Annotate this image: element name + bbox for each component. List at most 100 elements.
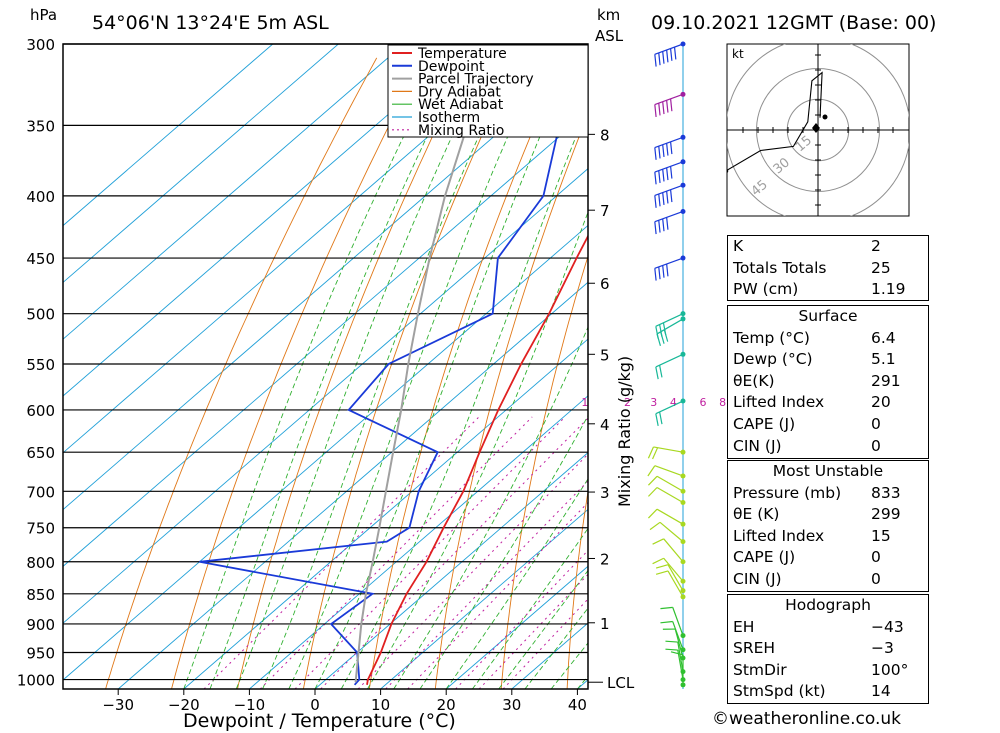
info-row: CAPE (J) 0 — [728, 414, 928, 436]
info-row: Lifted Index 15 — [728, 526, 928, 548]
x-tick-label: 20 — [437, 696, 456, 714]
wind-barb-shaft — [653, 446, 684, 453]
wind-barb-shaft — [677, 641, 684, 672]
info-row: StmDir 100° — [728, 660, 928, 682]
km-tick-label: 6 — [600, 275, 610, 293]
wind-barb-flag — [654, 171, 657, 185]
info-row-pw: PW (cm) 1.19 — [728, 279, 928, 301]
legend-label: Mixing Ratio — [418, 123, 504, 139]
mixing-ratio-label: 8 — [719, 396, 726, 409]
isotherm-line — [63, 54, 588, 511]
isotherm-line — [63, 44, 405, 340]
mixing-ratio-label: 6 — [699, 396, 706, 409]
wind-barb-flag — [655, 366, 659, 380]
wet-adiabat-line — [524, 607, 588, 689]
wet-adiabat-line — [262, 49, 520, 689]
mixing-ratio-line — [203, 416, 480, 689]
legend-label: Isotherm — [418, 110, 480, 126]
hodograph-info-title: Hodograph — [785, 596, 871, 614]
dry-adiabat-line — [943, 58, 986, 689]
legend-label: Wet Adiabat — [418, 97, 504, 113]
wet-adiabat-line — [419, 414, 588, 689]
wind-barb-flag — [654, 147, 657, 160]
wind-barb-flag — [669, 189, 673, 203]
info-label: Pressure (mb) — [733, 483, 842, 502]
wind-barb-shaft — [654, 136, 684, 149]
info-label: Lifted Index — [733, 526, 825, 545]
series-dewpoint — [199, 95, 588, 686]
isotherm-line — [314, 452, 588, 689]
mixing-ratio-line — [259, 416, 533, 689]
legend-label: Dewpoint — [418, 59, 485, 75]
wind-barb-flag — [662, 144, 665, 158]
legend-label: Dry Adiabat — [418, 84, 501, 100]
info-value: 0 — [871, 569, 881, 588]
wind-barb-shaft — [654, 465, 684, 477]
km-tick-label: 3 — [600, 484, 610, 502]
pressure-label: 350 — [26, 117, 55, 135]
wet-adiabat-line — [472, 527, 588, 689]
info-label: PW (cm) — [733, 280, 799, 299]
pressure-label: 700 — [26, 483, 55, 501]
info-value: 100° — [871, 660, 909, 679]
wind-barb-flag — [658, 52, 661, 66]
wet-adiabat-line — [498, 569, 588, 689]
wind-barb-shaft — [655, 313, 684, 327]
wind-barb-shaft — [654, 184, 684, 197]
wind-barb-shaft — [667, 570, 684, 598]
surface-title: Surface — [798, 307, 858, 325]
datetime-title: 09.10.2021 12GMT (Base: 00) — [651, 12, 936, 34]
mixing-ratio-label: 2 — [624, 396, 631, 409]
km-axis: 1 2 3 4 5 6 7 8 LCL — [588, 126, 635, 692]
info-label: SREH — [733, 639, 776, 658]
pressure-label: 450 — [26, 250, 55, 268]
info-value: 15 — [871, 526, 891, 545]
wind-barb-flag — [655, 413, 659, 426]
info-row: CIN (J) 0 — [728, 569, 928, 591]
series-temperature — [366, 234, 588, 685]
hodograph-storm-dot — [822, 114, 828, 120]
info-value: 25 — [871, 258, 891, 277]
wind-barb-flag — [654, 195, 657, 208]
profile-traces — [199, 44, 588, 686]
wind-barb-flag — [660, 620, 673, 624]
wind-barb-shaft — [672, 621, 684, 650]
info-value: 299 — [871, 505, 901, 524]
wind-barb-shaft — [677, 649, 684, 680]
wind-barb-flag — [647, 487, 658, 497]
info-row-totals: Totals Totals 25 — [728, 258, 928, 280]
isotherm-line — [63, 44, 470, 397]
x-tick-label: −20 — [168, 696, 200, 714]
info-row: StmSpd (kt) 14 — [728, 681, 928, 703]
hodograph-unit-label: kt — [732, 47, 744, 61]
hodograph-info-box: Hodograph EH −43 SREH −3 StmDir 100° StmSpd… — [727, 594, 929, 704]
wind-barb-shaft — [667, 564, 684, 591]
km-tick-label: 1 — [600, 615, 610, 633]
wind-barb-shaft — [663, 557, 684, 582]
wind-barb-flag — [658, 220, 661, 233]
info-value: 1.19 — [871, 280, 906, 299]
x-tick-label: 30 — [502, 696, 521, 714]
wet-adiabat-line — [209, 49, 471, 689]
pressure-label: 300 — [26, 36, 55, 54]
copyright-footer[interactable]: ©weatheronline.co.uk — [712, 709, 902, 729]
wind-barb-flag — [658, 193, 661, 207]
asl-unit-label: ASL — [595, 27, 624, 45]
series-parcel-trajectory — [354, 44, 504, 683]
info-value: 6.4 — [871, 328, 896, 347]
info-value: 0 — [871, 548, 881, 567]
wind-barb-flag — [662, 51, 665, 64]
wind-barb-flag — [669, 48, 673, 61]
mixing-ratio-line — [455, 549, 588, 689]
isotherm-line — [249, 395, 588, 689]
info-label: StmDir — [733, 660, 787, 679]
info-label: θE (K) — [733, 505, 780, 524]
pressure-label: 850 — [26, 586, 55, 604]
km-tick-label: 8 — [600, 126, 610, 144]
info-row: θE (K) 299 — [728, 504, 928, 526]
info-row: Dewp (°C) 5.1 — [728, 349, 928, 371]
legend-label: Parcel Trajectory — [418, 72, 534, 88]
wind-barb-flag — [654, 221, 657, 235]
info-label: θE(K) — [733, 371, 775, 390]
